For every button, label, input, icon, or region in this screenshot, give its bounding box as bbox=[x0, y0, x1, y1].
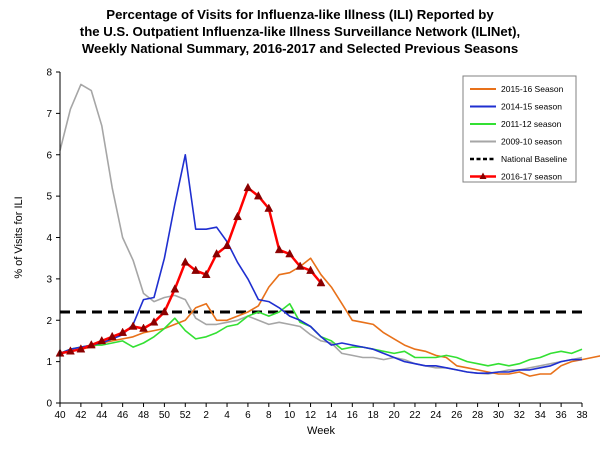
series-layer bbox=[55, 83, 600, 377]
data-point-2016-17 bbox=[222, 240, 232, 250]
y-tick-label: 0 bbox=[46, 399, 52, 410]
x-tick-label: 24 bbox=[430, 410, 442, 421]
title-line: Weekly National Summary, 2016-2017 and S… bbox=[81, 41, 519, 56]
data-point-2016-17 bbox=[118, 327, 128, 336]
x-tick-label: 34 bbox=[535, 410, 547, 421]
x-tick-label: 46 bbox=[117, 410, 129, 421]
y-axis-ticks: 0 1 2 3 4 5 6 7 8 bbox=[46, 68, 60, 410]
x-tick-label: 6 bbox=[245, 410, 251, 421]
x-axis-ticks: 40 42 44 46 48 50 52 2 4 6 8 10 12 14 16 18 20 22 24 26 28 30… bbox=[54, 403, 588, 421]
y-tick-label: 1 bbox=[46, 357, 52, 368]
legend-box bbox=[462, 75, 577, 183]
x-tick-label: 10 bbox=[284, 410, 296, 421]
chart-title: Percentage of Visits for Influenza-like … bbox=[0, 6, 600, 57]
x-tick-label: 18 bbox=[368, 410, 380, 421]
data-point-2016-17 bbox=[201, 269, 211, 278]
data-point-2016-17 bbox=[274, 244, 284, 254]
x-axis-label: Week bbox=[307, 425, 335, 437]
y-tick-label: 7 bbox=[46, 109, 52, 120]
y-tick-label: 2 bbox=[46, 316, 52, 327]
x-tick-label: 50 bbox=[159, 410, 171, 421]
data-point-2016-17 bbox=[233, 211, 242, 221]
x-tick-label: 22 bbox=[409, 410, 421, 421]
data-point-2016-17 bbox=[159, 306, 169, 316]
legend-label: 2015-16 Season bbox=[501, 84, 564, 94]
legend-label: 2014-15 season bbox=[501, 102, 562, 112]
x-tick-label: 40 bbox=[54, 410, 66, 421]
legend-label: 2016-17 season bbox=[501, 172, 562, 182]
x-tick-label: 44 bbox=[96, 410, 108, 421]
x-tick-label: 26 bbox=[451, 410, 463, 421]
x-tick-label: 2 bbox=[203, 410, 209, 421]
legend: 2015-16 Season 2014-15 season 2011-12 seas… bbox=[462, 75, 577, 183]
data-point-2016-17 bbox=[253, 191, 263, 200]
legend-label: 2011-12 season bbox=[501, 119, 562, 129]
data-point-2016-17 bbox=[97, 335, 107, 345]
y-tick-label: 4 bbox=[46, 233, 52, 244]
legend-label: National Baseline bbox=[501, 154, 567, 164]
x-tick-label: 20 bbox=[389, 410, 401, 421]
y-tick-label: 6 bbox=[46, 150, 52, 161]
data-point-2016-17 bbox=[128, 321, 138, 330]
data-point-2016-17 bbox=[212, 249, 222, 258]
data-point-2016-17 bbox=[76, 344, 86, 353]
data-point-2016-17 bbox=[139, 323, 148, 332]
legend-label: 2009-10 season bbox=[501, 137, 562, 147]
x-tick-label: 12 bbox=[305, 410, 317, 421]
x-tick-label: 32 bbox=[514, 410, 526, 421]
x-tick-label: 38 bbox=[576, 410, 588, 421]
data-point-2016-17 bbox=[243, 182, 253, 192]
title-line: Percentage of Visits for Influenza-like … bbox=[106, 7, 494, 22]
y-tick-label: 5 bbox=[46, 192, 52, 203]
data-point-2016-17 bbox=[285, 249, 295, 258]
x-tick-label: 48 bbox=[138, 410, 150, 421]
data-point-2016-17 bbox=[66, 346, 75, 355]
y-tick-label: 8 bbox=[46, 68, 52, 79]
data-point-2016-17 bbox=[264, 203, 274, 212]
data-point-2016-17 bbox=[316, 277, 326, 287]
x-tick-label: 28 bbox=[472, 410, 484, 421]
x-tick-label: 30 bbox=[493, 410, 505, 421]
data-point-2016-17 bbox=[306, 265, 315, 274]
data-point-2016-17 bbox=[191, 265, 201, 274]
x-tick-label: 4 bbox=[224, 410, 230, 421]
x-tick-label: 8 bbox=[266, 410, 272, 421]
legend-marker bbox=[479, 172, 487, 179]
title-line: the U.S. Outpatient Influenza-like Illne… bbox=[79, 24, 521, 39]
series-line-2016-17-season bbox=[59, 186, 322, 355]
y-tick-label: 3 bbox=[46, 274, 52, 285]
data-point-2016-17 bbox=[180, 257, 190, 266]
x-tick-label: 14 bbox=[326, 410, 338, 421]
data-point-2016-17 bbox=[107, 331, 117, 341]
data-point-2016-17 bbox=[170, 284, 180, 293]
data-point-2016-17 bbox=[86, 340, 96, 349]
series-line-2015-16-season bbox=[59, 257, 600, 377]
x-tick-label: 16 bbox=[347, 410, 359, 421]
data-point-2016-17 bbox=[149, 317, 159, 326]
y-axis-label: % of Visits for ILI bbox=[13, 196, 25, 278]
series-line-2014-15-season bbox=[59, 154, 582, 375]
x-tick-label: 42 bbox=[75, 410, 87, 421]
x-tick-label: 52 bbox=[180, 410, 192, 421]
data-point-2016-17 bbox=[295, 261, 305, 270]
x-tick-label: 36 bbox=[556, 410, 568, 421]
